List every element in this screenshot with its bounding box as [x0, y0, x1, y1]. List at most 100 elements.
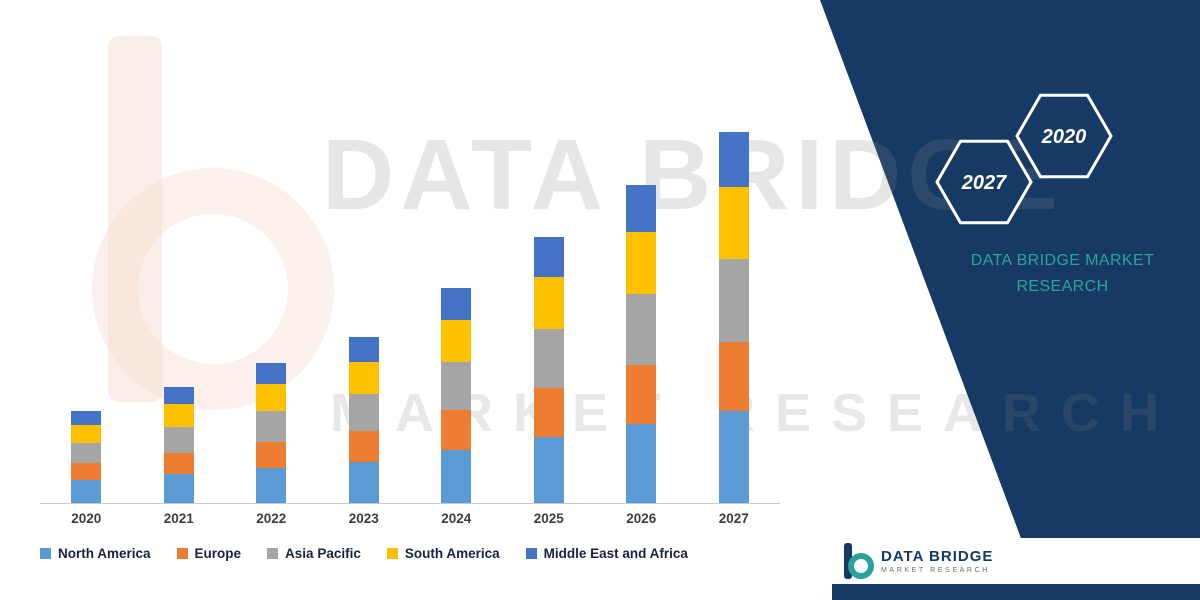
- legend-item-north-america: North America: [40, 546, 151, 561]
- bar-segment-2022-middle-east-and-africa: [256, 363, 287, 384]
- footer-logo-tagline: MARKET RESEARCH: [881, 567, 990, 574]
- bar-column-2020: [40, 411, 133, 503]
- bar-plot-area: [40, 130, 780, 504]
- bar-segment-2024-north-america: [441, 450, 472, 503]
- bar-segment-2024-south-america: [441, 320, 472, 362]
- x-axis-labels: 2020 2021 2022 2023 2024 2025 2026 2027: [40, 511, 780, 526]
- bar-segment-2027-asia-pacific: [718, 259, 749, 342]
- legend-label-north-america: North America: [58, 546, 151, 561]
- bar-segment-2020-middle-east-and-africa: [71, 411, 102, 425]
- bar-column-2023: [318, 337, 411, 503]
- legend-label-middle-east-and-africa: Middle East and Africa: [543, 546, 688, 561]
- footer-bar: [832, 584, 1200, 600]
- bar-segment-2023-north-america: [348, 462, 379, 503]
- bar-stack-2024: [441, 288, 472, 503]
- panel-company-title: DATA BRIDGE MARKET RESEARCH: [955, 248, 1170, 301]
- bar-segment-2022-south-america: [256, 384, 287, 411]
- bar-segment-2025-middle-east-and-africa: [533, 237, 564, 277]
- legend-label-asia-pacific: Asia Pacific: [285, 546, 361, 561]
- bar-segment-2023-south-america: [348, 362, 379, 394]
- bar-segment-2023-asia-pacific: [348, 394, 379, 431]
- logo-icon-bowl: [848, 553, 874, 579]
- bar-segment-2022-north-america: [256, 468, 287, 503]
- bar-segment-2023-middle-east-and-africa: [348, 337, 379, 362]
- watermark-text-line1: DATA BRIDGE: [322, 119, 1064, 231]
- bar-segment-2022-europe: [256, 442, 287, 468]
- bar-segment-2026-europe: [626, 365, 657, 424]
- bar-segment-2026-middle-east-and-africa: [626, 185, 657, 232]
- x-tick-2027: 2027: [718, 511, 749, 526]
- bar-segment-2024-middle-east-and-africa: [441, 288, 472, 320]
- bar-column-2026: [595, 185, 688, 503]
- bar-segment-2021-middle-east-and-africa: [163, 387, 194, 404]
- panel-title-line1: DATA BRIDGE MARKET: [970, 252, 1155, 269]
- bar-segment-2027-europe: [718, 342, 749, 411]
- bar-segment-2022-asia-pacific: [256, 411, 287, 442]
- x-tick-2024: 2024: [441, 511, 472, 526]
- bar-stack-2026: [626, 185, 657, 503]
- bar-segment-2027-middle-east-and-africa: [718, 132, 749, 187]
- bar-segment-2024-europe: [441, 410, 472, 450]
- bar-stack-2021: [163, 387, 194, 503]
- x-tick-2026: 2026: [626, 511, 657, 526]
- legend-item-asia-pacific: Asia Pacific: [267, 546, 361, 561]
- bar-segment-2024-asia-pacific: [441, 362, 472, 410]
- legend-swatch-south-america: [386, 548, 398, 559]
- databridge-logo-icon: [842, 543, 874, 579]
- footer-logo-block: DATA BRIDGE MARKET RESEARCH: [832, 538, 1200, 584]
- stacked-bar-chart: 2020 2021 2022 2023 2024 2025 2026 2027 North A…: [40, 130, 780, 561]
- legend-label-south-america: South America: [404, 546, 500, 561]
- bar-segment-2020-north-america: [71, 480, 102, 503]
- hexagon-badges: 2027 2020: [935, 93, 1113, 225]
- bar-stack-2027: [718, 132, 749, 503]
- panel-title-line2: RESEARCH: [1016, 278, 1109, 296]
- legend-item-south-america: South America: [386, 546, 500, 561]
- bar-segment-2025-europe: [533, 388, 564, 437]
- bar-segment-2021-north-america: [163, 474, 194, 503]
- chart-legend: North America Europe Asia Pacific South Ame…: [40, 546, 780, 561]
- hexagon-2020-label: 2020: [1041, 126, 1087, 148]
- legend-swatch-north-america: [40, 548, 51, 559]
- bar-segment-2027-north-america: [718, 411, 749, 503]
- bar-segment-2025-asia-pacific: [533, 329, 564, 388]
- bar-stack-2023: [348, 337, 379, 503]
- bar-segment-2023-europe: [348, 431, 379, 462]
- hexagon-2027-shape: [935, 139, 1033, 225]
- x-tick-2022: 2022: [256, 511, 287, 526]
- bar-segment-2020-south-america: [71, 425, 102, 443]
- hexagon-2027-label: 2027: [961, 172, 1007, 194]
- bar-segment-2026-south-america: [626, 232, 657, 294]
- bar-segment-2027-south-america: [718, 187, 749, 259]
- bar-column-2022: [225, 363, 318, 503]
- x-tick-2025: 2025: [533, 511, 564, 526]
- legend-label-europe: Europe: [194, 546, 242, 561]
- hexagon-2020-shape: [1015, 93, 1113, 179]
- bar-segment-2021-asia-pacific: [163, 427, 194, 453]
- bar-segment-2025-north-america: [533, 437, 564, 503]
- bar-segment-2026-north-america: [626, 424, 657, 503]
- bar-segment-2021-europe: [163, 453, 194, 474]
- legend-swatch-middle-east-and-africa: [525, 548, 537, 559]
- bar-column-2021: [133, 387, 226, 503]
- legend-swatch-europe: [176, 548, 188, 559]
- legend-item-middle-east-and-africa: Middle East and Africa: [525, 546, 688, 561]
- footer-logo-text: DATA BRIDGE MARKET RESEARCH: [881, 548, 993, 574]
- bar-segment-2026-asia-pacific: [626, 294, 657, 365]
- bar-stack-2025: [533, 237, 564, 503]
- x-tick-2020: 2020: [71, 511, 102, 526]
- x-tick-2023: 2023: [348, 511, 379, 526]
- bar-segment-2020-europe: [71, 463, 102, 480]
- bar-column-2024: [410, 288, 503, 503]
- bar-segment-2021-south-america: [163, 404, 194, 427]
- x-tick-2021: 2021: [163, 511, 194, 526]
- bar-stack-2020: [71, 411, 102, 503]
- bar-segment-2025-south-america: [533, 277, 564, 329]
- legend-swatch-asia-pacific: [267, 548, 279, 559]
- footer-logo-name: DATA BRIDGE: [881, 548, 994, 565]
- bar-stack-2022: [256, 363, 287, 503]
- bar-column-2025: [503, 237, 596, 503]
- bar-segment-2020-asia-pacific: [71, 443, 102, 463]
- bar-column-2027: [688, 132, 781, 503]
- legend-item-europe: Europe: [176, 546, 242, 561]
